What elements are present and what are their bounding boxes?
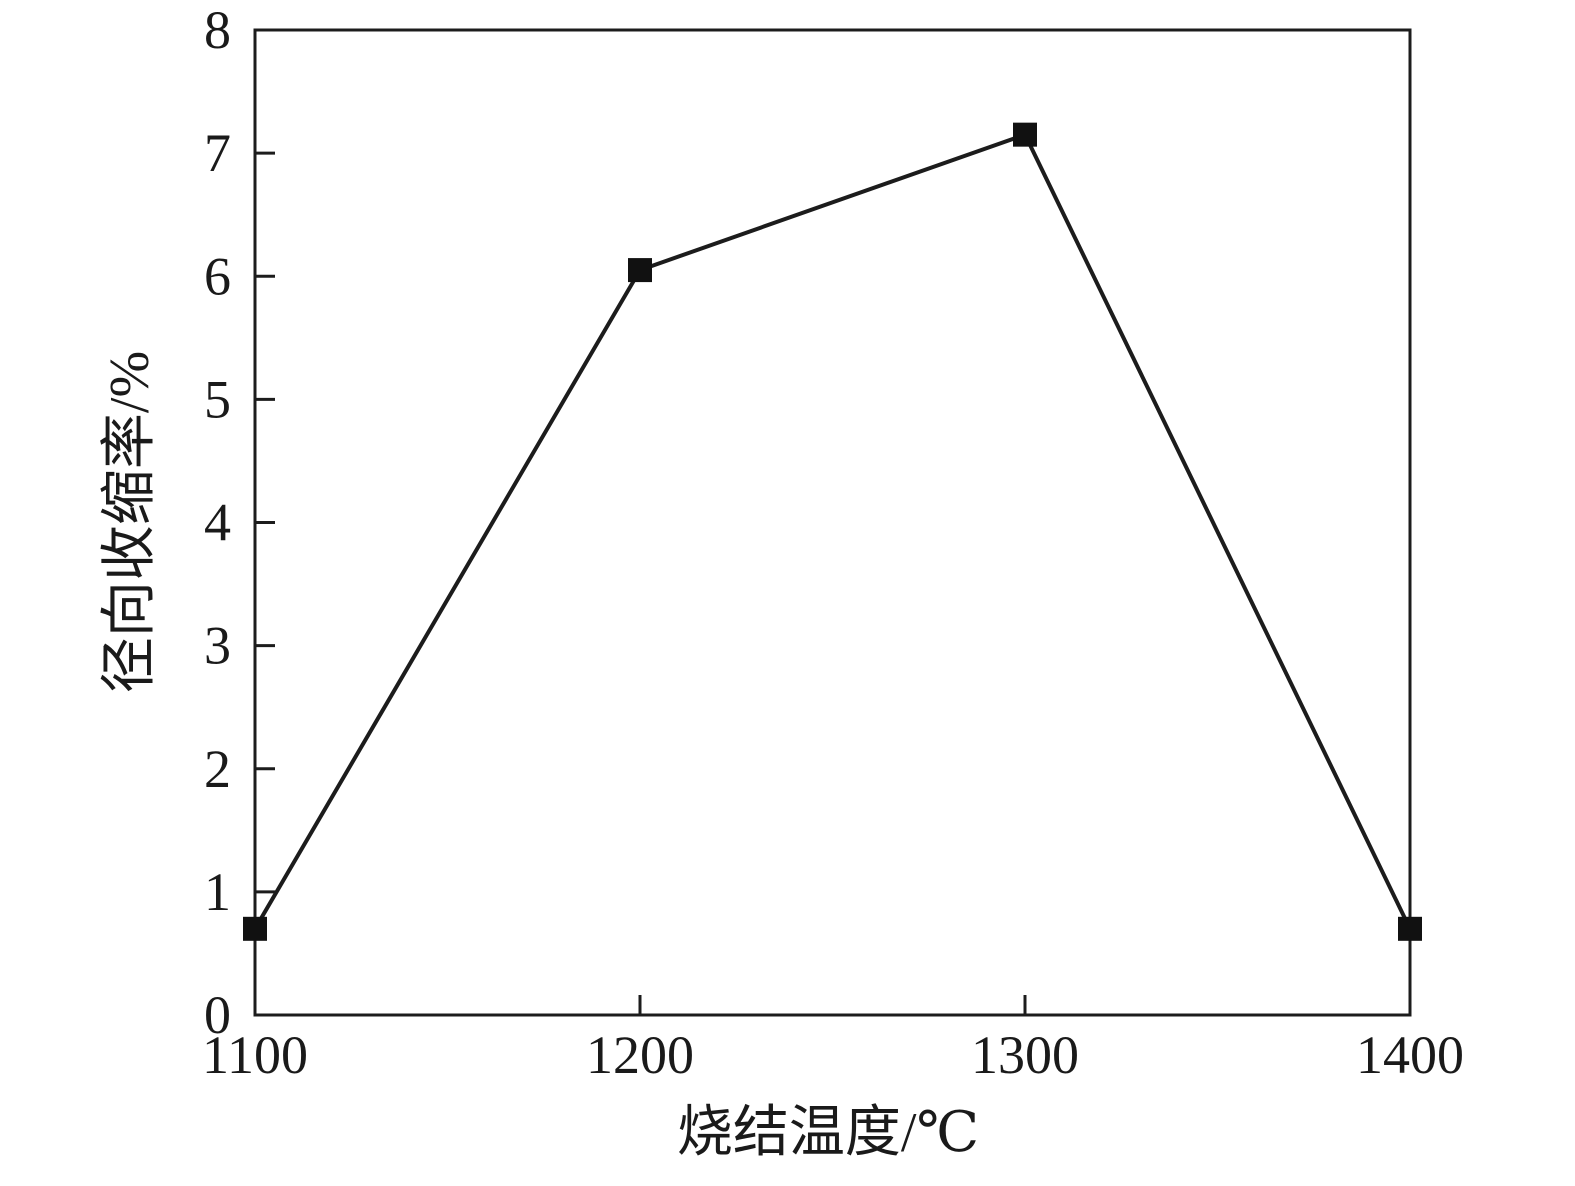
y-tick-label: 4 — [204, 493, 231, 553]
x-axis-label: 烧结温度/℃ — [676, 1102, 980, 1164]
data-point-marker — [628, 258, 652, 283]
y-tick-label: 2 — [204, 739, 231, 799]
data-line — [253, 132, 1412, 930]
y-axis-label: 径向收缩率/% — [99, 350, 161, 694]
y-tick-label: 3 — [204, 616, 231, 676]
data-point-marker — [243, 916, 267, 941]
x-tick-label: 1200 — [586, 1025, 694, 1085]
y-tick-label: 7 — [204, 123, 231, 183]
plot-frame — [253, 28, 1412, 1017]
data-point-marker — [1398, 916, 1422, 941]
y-tick-label: 0 — [204, 985, 231, 1045]
y-tick-label: 6 — [204, 246, 231, 306]
x-tick-label: 1300 — [971, 1025, 1079, 1085]
x-tick-label: 1400 — [1356, 1025, 1464, 1085]
y-tick-label: 1 — [204, 862, 231, 922]
y-tick-label: 8 — [204, 0, 231, 60]
y-tick-label: 5 — [204, 369, 231, 429]
x-tick-label: 1100 — [202, 1025, 308, 1085]
data-point-marker — [1013, 122, 1037, 147]
